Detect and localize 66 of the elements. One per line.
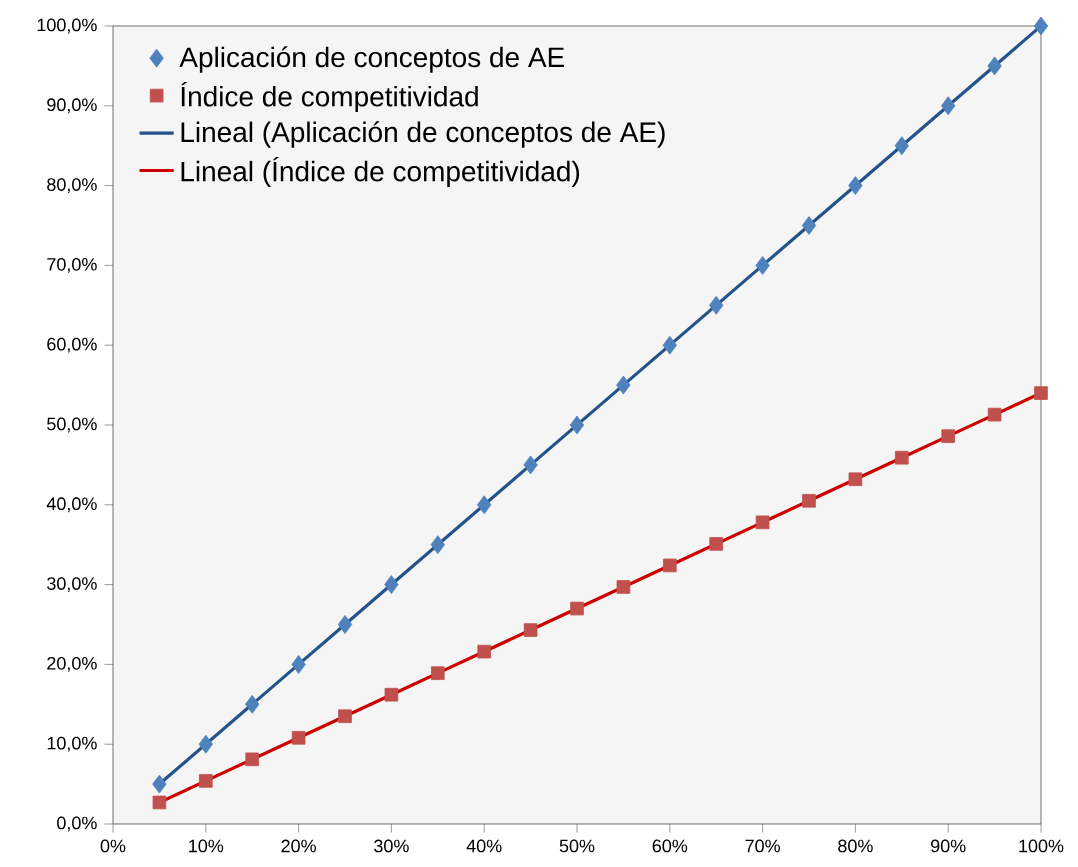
point [709, 537, 723, 551]
point [894, 136, 909, 156]
legend-label: Índice de competitividad [181, 81, 478, 113]
point [384, 575, 399, 594]
point [987, 407, 1002, 422]
y-tick-label: 40,0% [46, 497, 97, 513]
y-tick-label: 10,0% [47, 736, 97, 752]
x-tick-label: 10% [189, 839, 224, 853]
point [152, 774, 167, 794]
point [569, 415, 585, 435]
legend-label: Lineal (Aplicación de conceptos de AE) [181, 121, 665, 148]
x-tick-label: 70% [745, 839, 780, 853]
legend-label: Lineal (Índice de competitividad) [181, 156, 580, 187]
point [523, 455, 538, 475]
point [801, 216, 817, 235]
y-tick-label: 0,0% [57, 816, 97, 832]
point [199, 774, 213, 788]
legend-label: Aplicación de conceptos de AE [179, 46, 565, 73]
y-tick-label: 50,0% [47, 417, 97, 433]
y-tick-label: 60,0% [47, 337, 97, 353]
x-tick-label: 30% [374, 839, 409, 853]
point [941, 96, 956, 116]
point [616, 580, 631, 594]
point [1033, 16, 1049, 36]
point [245, 694, 260, 714]
point [663, 558, 677, 573]
y-tick-label: 20,0% [47, 656, 97, 672]
point [430, 535, 445, 555]
point [755, 515, 770, 530]
point [338, 709, 352, 724]
point [895, 450, 909, 465]
point [245, 752, 259, 767]
point [987, 56, 1002, 76]
x-tick-label: 90% [931, 839, 966, 853]
point [570, 601, 584, 616]
point [709, 295, 724, 315]
point [941, 429, 955, 443]
point [431, 666, 445, 680]
point [477, 495, 492, 515]
point [477, 644, 491, 659]
point [1034, 386, 1048, 400]
x-tick-label: 50% [559, 839, 595, 853]
point [198, 734, 213, 754]
y-tick-label: 30,0% [47, 577, 97, 593]
point [523, 623, 538, 637]
point [291, 731, 306, 745]
point [848, 176, 863, 195]
y-tick-label: 100,0% [37, 18, 97, 34]
point [616, 375, 631, 395]
point [291, 654, 306, 674]
point [384, 687, 399, 702]
x-tick-label: 0% [100, 839, 126, 853]
x-tick-label: 80% [838, 839, 873, 853]
point [848, 472, 863, 487]
point [662, 335, 677, 355]
point [152, 795, 167, 810]
point [802, 494, 816, 508]
y-tick-label: 70,0% [47, 257, 97, 273]
point [337, 615, 353, 634]
point [755, 255, 770, 275]
x-tick-label: 60% [652, 839, 688, 853]
x-tick-label: 40% [466, 839, 502, 853]
y-tick-label: 80,0% [47, 178, 97, 194]
y-tick-label: 90,0% [47, 98, 97, 114]
x-tick-label: 100% [1019, 839, 1064, 853]
x-tick-label: 20% [281, 839, 316, 853]
